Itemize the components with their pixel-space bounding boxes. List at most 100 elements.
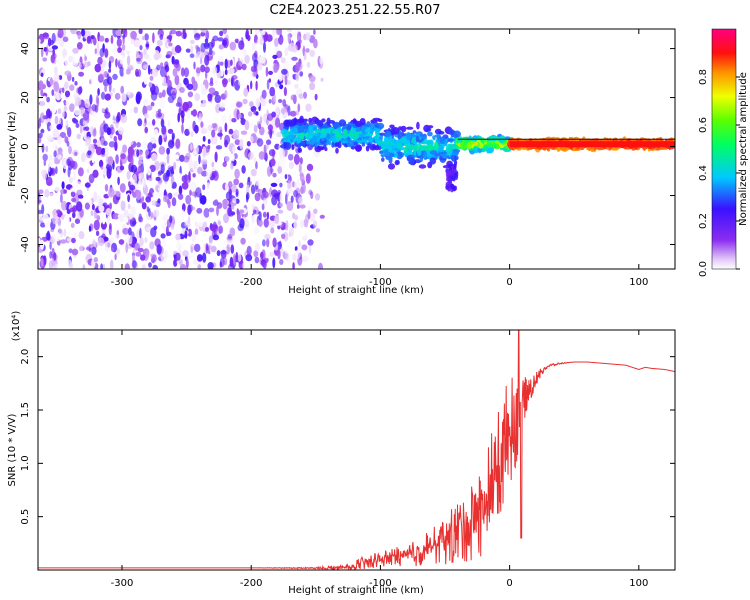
- spectrogram-cell: [125, 242, 129, 254]
- spectrogram-cell: [149, 47, 156, 56]
- spectrogram-cell: [304, 32, 311, 41]
- spectrogram-cell: [115, 115, 120, 123]
- spectrogram-cell: [157, 198, 161, 204]
- spectrogram-cell: [303, 218, 309, 228]
- spectrogram-cell: [389, 153, 395, 158]
- spectrogram-cell: [354, 120, 363, 128]
- spectrogram-cell: [237, 253, 242, 262]
- spectrogram-cell: [224, 122, 228, 133]
- spectrogram-cell: [77, 31, 81, 40]
- spectrogram-cell: [127, 64, 134, 70]
- spectrogram-cell: [171, 197, 177, 207]
- spectrogram-x-ticks: -300 -200 -100 0 100: [111, 29, 648, 288]
- spectrogram-cell: [66, 209, 71, 215]
- spectrogram-cell: [207, 262, 214, 269]
- spectrogram-cell: [231, 237, 235, 245]
- spectrogram-cell: [301, 39, 304, 49]
- spectrogram-cell: [280, 107, 286, 115]
- spectrogram-cell: [162, 237, 167, 248]
- spectrogram-cell: [445, 184, 449, 190]
- spectrogram-cell: [188, 125, 192, 133]
- spectrogram-cell: [160, 163, 165, 174]
- spectrogram-cell: [207, 139, 211, 144]
- spectrogram-cell: [39, 112, 45, 124]
- spectrogram-cell: [273, 63, 279, 73]
- spectrogram-cell: [255, 80, 258, 91]
- spectrogram-region: [280, 115, 385, 154]
- spectrogram-cell: [286, 200, 294, 212]
- spectrogram-cell: [141, 264, 146, 269]
- spectrogram-cell: [150, 204, 153, 212]
- spectrogram-cell: [69, 103, 75, 112]
- spectrogram-cell: [320, 137, 325, 141]
- spectrogram-cell: [162, 37, 168, 42]
- spectrogram-cell: [155, 176, 161, 182]
- spectrogram-cell: [269, 252, 275, 257]
- spectrogram-cell: [320, 77, 324, 82]
- spectrogram-cell: [183, 155, 190, 163]
- spectrogram-cell: [383, 144, 387, 149]
- spectrogram-cell: [120, 113, 128, 124]
- spectrogram-cell: [253, 157, 257, 164]
- spectrogram-cell: [272, 237, 277, 248]
- spectrogram-cell: [200, 64, 206, 73]
- spectrogram-cell: [202, 94, 209, 105]
- spectrogram-cell: [62, 119, 69, 126]
- spectrogram-cell: [314, 145, 322, 153]
- spectrogram-cell: [278, 99, 283, 103]
- y-tick-label: 20: [20, 91, 31, 104]
- spectrogram-cell: [121, 43, 126, 51]
- spectrogram-cell: [118, 126, 125, 135]
- spectrogram-cell: [222, 39, 227, 47]
- spectrogram-cell: [309, 122, 314, 126]
- spectrogram-cell: [322, 125, 330, 129]
- spectrogram-cell: [289, 110, 297, 117]
- spectrogram-cell: [361, 142, 366, 147]
- spectrogram-cell: [230, 205, 235, 210]
- spectrogram-cell: [315, 228, 320, 233]
- spectrogram-cell: [91, 104, 97, 112]
- spectrogram-cell: [198, 221, 203, 227]
- spectrogram-cell: [219, 30, 224, 37]
- spectrogram-cell: [197, 166, 203, 175]
- spectrogram-cell: [302, 255, 309, 262]
- spectrogram-cell: [97, 88, 100, 96]
- spectrogram-cell: [152, 264, 158, 269]
- spectrogram-cell: [165, 64, 169, 73]
- spectrogram-cell: [126, 50, 131, 55]
- spectrogram-cell: [139, 227, 142, 239]
- spectrogram-cell: [66, 158, 71, 167]
- spectrogram-cell: [298, 240, 301, 248]
- spectrogram-cell: [303, 50, 307, 61]
- spectrogram-cell: [256, 62, 263, 71]
- spectrogram-cell: [115, 29, 122, 37]
- spectrogram-cell: [273, 93, 276, 103]
- spectrogram-cell: [238, 209, 245, 214]
- spectrogram-cell: [136, 57, 141, 62]
- spectrogram-cell: [108, 68, 112, 73]
- spectrogram-cell: [326, 133, 331, 140]
- spectrogram-cell: [253, 124, 258, 133]
- spectrogram-cell: [438, 144, 444, 153]
- spectrogram-cell: [282, 263, 285, 269]
- spectrogram-cell: [97, 73, 105, 81]
- spectrogram-cell: [167, 139, 175, 149]
- spectrogram-cell: [397, 132, 403, 140]
- spectrogram-cell: [291, 144, 295, 151]
- spectrogram-cell: [233, 178, 240, 186]
- spectrogram-cell: [174, 45, 182, 54]
- spectrogram-cell: [288, 161, 295, 170]
- spectrogram-cell: [307, 239, 314, 246]
- spectrogram-cell: [123, 209, 129, 218]
- spectrogram-cell: [224, 156, 230, 162]
- spectrogram-cell: [217, 37, 224, 42]
- spectrogram-cell: [194, 228, 199, 235]
- spectrogram-cell: [319, 214, 325, 219]
- spectrogram-cell: [276, 50, 283, 59]
- spectrogram-cell: [83, 126, 86, 131]
- spectrogram-cell: [291, 32, 297, 37]
- spectrogram-cell: [427, 125, 434, 129]
- spectrogram-cell: [219, 129, 223, 141]
- spectrogram-cell: [57, 154, 62, 160]
- spectrogram-cell: [301, 182, 306, 194]
